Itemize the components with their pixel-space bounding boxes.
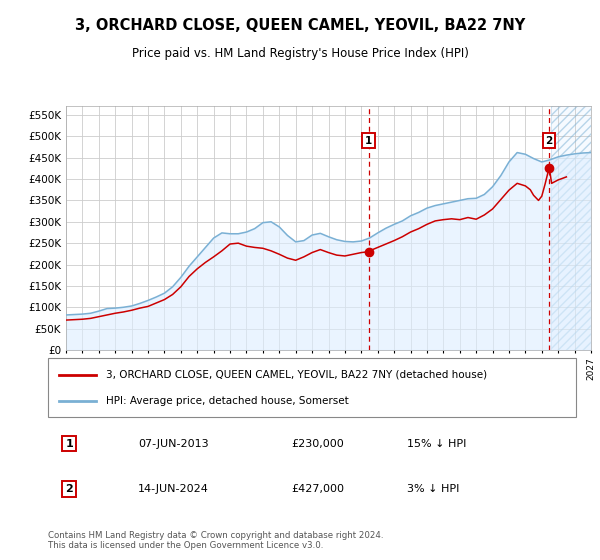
Bar (551, 106, 591, 350)
FancyBboxPatch shape (48, 358, 576, 417)
Text: 3, ORCHARD CLOSE, QUEEN CAMEL, YEOVIL, BA22 7NY: 3, ORCHARD CLOSE, QUEEN CAMEL, YEOVIL, B… (75, 18, 525, 32)
Text: Price paid vs. HM Land Registry's House Price Index (HPI): Price paid vs. HM Land Registry's House … (131, 46, 469, 60)
Text: 3% ↓ HPI: 3% ↓ HPI (407, 484, 460, 494)
Text: 14-JUN-2024: 14-JUN-2024 (138, 484, 209, 494)
Text: 1: 1 (65, 438, 73, 449)
Text: 07-JUN-2013: 07-JUN-2013 (138, 438, 208, 449)
Text: £230,000: £230,000 (291, 438, 344, 449)
Text: 2: 2 (545, 136, 553, 146)
Text: HPI: Average price, detached house, Somerset: HPI: Average price, detached house, Some… (106, 396, 349, 406)
Text: 3, ORCHARD CLOSE, QUEEN CAMEL, YEOVIL, BA22 7NY (detached house): 3, ORCHARD CLOSE, QUEEN CAMEL, YEOVIL, B… (106, 370, 487, 380)
Text: £427,000: £427,000 (291, 484, 344, 494)
Text: 15% ↓ HPI: 15% ↓ HPI (407, 438, 466, 449)
Text: 2: 2 (65, 484, 73, 494)
Text: Contains HM Land Registry data © Crown copyright and database right 2024.
This d: Contains HM Land Registry data © Crown c… (48, 531, 383, 550)
Text: 1: 1 (365, 136, 373, 146)
